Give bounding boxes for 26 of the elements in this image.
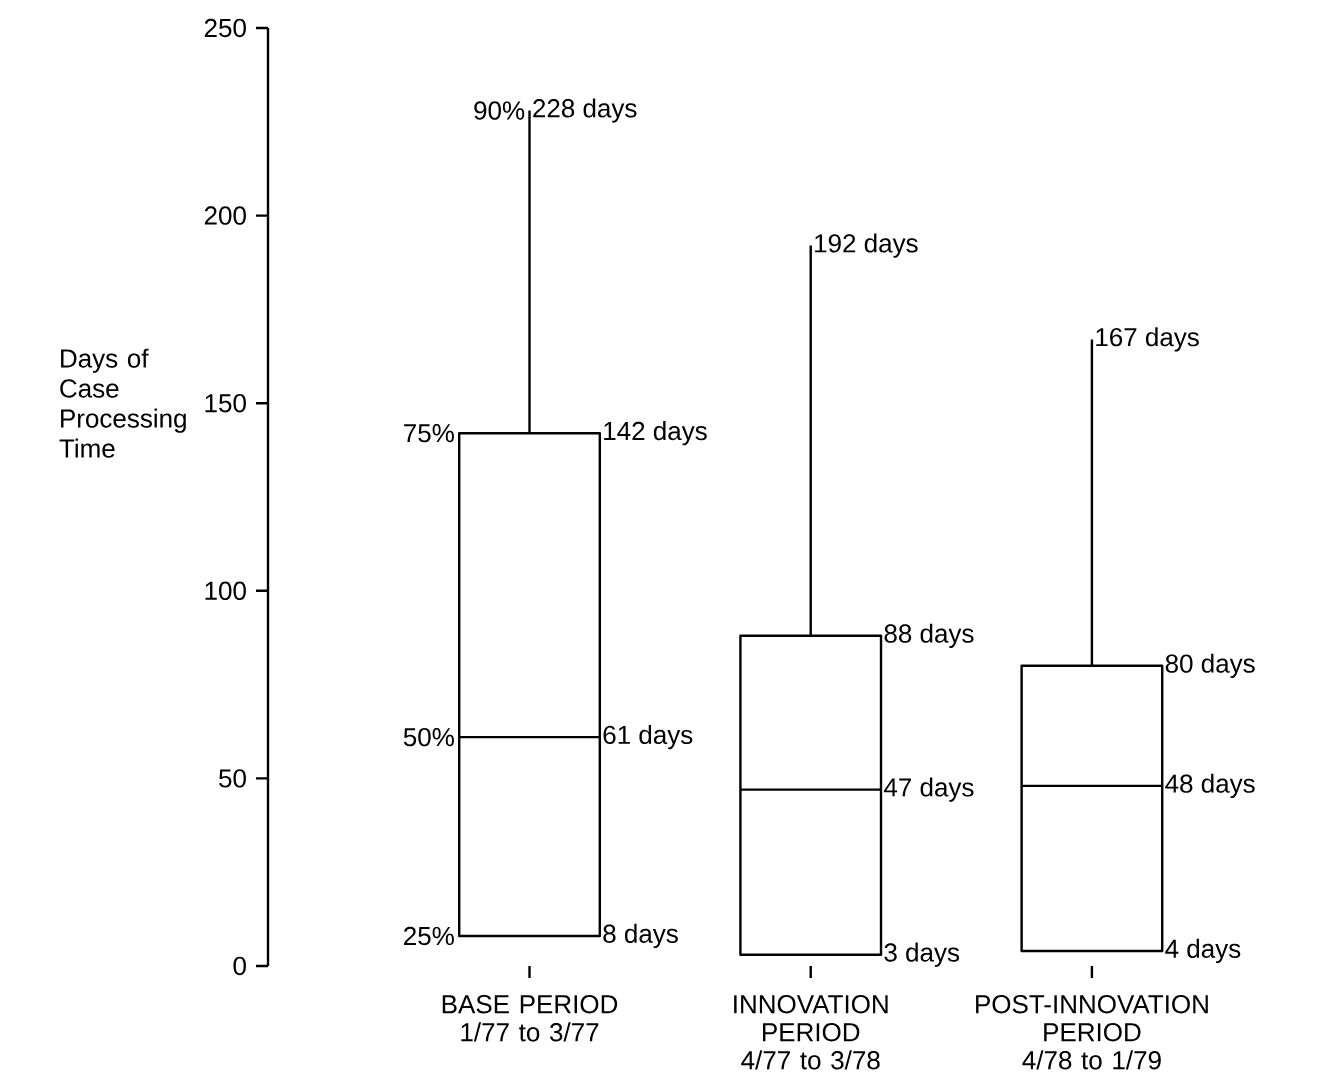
y-tick-label: 50 bbox=[219, 769, 246, 788]
annotation: 75% bbox=[404, 424, 454, 443]
annotation: 90% bbox=[474, 101, 525, 120]
annotation: 50% bbox=[403, 727, 454, 747]
annotation: 3 days bbox=[884, 942, 960, 967]
y-tick-label: 150 bbox=[205, 393, 246, 413]
annotation: 80 days bbox=[1165, 653, 1255, 678]
y-tick-label: 200 bbox=[204, 206, 246, 225]
y-axis-title: Days of Case Processing Time bbox=[59, 348, 186, 458]
x-tick-label: BASE PERIOD 1/77 to 3/77 bbox=[442, 995, 618, 1042]
annotation: 47 days bbox=[884, 777, 974, 802]
annotation: 192 days bbox=[815, 233, 918, 258]
annotation: 8 days bbox=[603, 923, 678, 949]
annotation: 167 days bbox=[1096, 327, 1199, 352]
y-tick-label: 100 bbox=[205, 581, 246, 600]
annotation: 4 days bbox=[1165, 938, 1241, 964]
y-tick-label: 250 bbox=[204, 18, 246, 38]
annotation: 142 days bbox=[604, 421, 707, 446]
annotation: 228 days bbox=[533, 98, 637, 123]
x-tick-label: INNOVATION PERIOD 4/77 to 3/78 bbox=[734, 995, 888, 1070]
annotation: 88 days bbox=[884, 623, 974, 648]
annotation: 61 days bbox=[603, 724, 693, 750]
annotation: 25% bbox=[404, 926, 454, 946]
annotation: 48 days bbox=[1165, 773, 1255, 798]
y-tick-label: 0 bbox=[233, 956, 246, 976]
x-tick-label: POST-INNOVATION PERIOD 4/78 to 1/79 bbox=[976, 995, 1208, 1070]
